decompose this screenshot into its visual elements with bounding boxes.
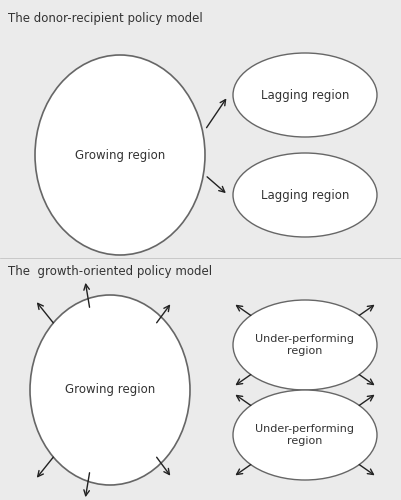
Text: Lagging region: Lagging region [261,188,349,202]
Text: Under-performing
region: Under-performing region [255,334,354,356]
Ellipse shape [233,390,377,480]
Ellipse shape [233,53,377,137]
Ellipse shape [233,153,377,237]
Text: Under-performing
region: Under-performing region [255,424,354,446]
Text: The  growth-oriented policy model: The growth-oriented policy model [8,265,212,278]
Text: The donor-recipient policy model: The donor-recipient policy model [8,12,203,25]
Text: Growing region: Growing region [65,384,155,396]
Ellipse shape [35,55,205,255]
Ellipse shape [30,295,190,485]
Text: Lagging region: Lagging region [261,88,349,102]
Text: Growing region: Growing region [75,148,165,162]
Ellipse shape [233,300,377,390]
